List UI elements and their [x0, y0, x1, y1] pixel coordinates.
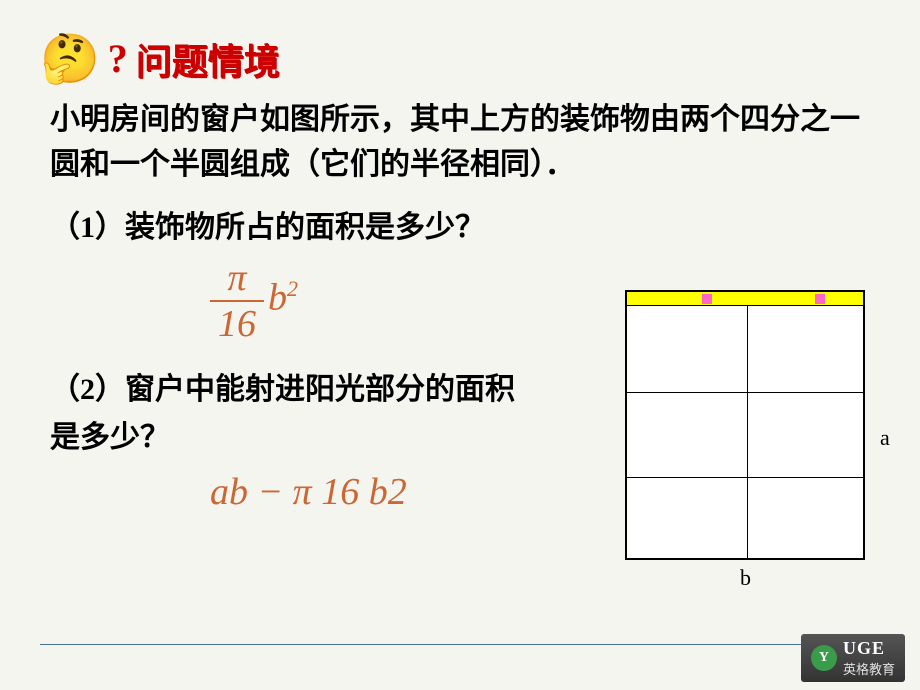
question-mark-icon: ?	[108, 35, 128, 82]
pink-marker-2	[815, 294, 825, 304]
title-section: 🤔 ? 问题情境	[40, 30, 880, 87]
window-box	[625, 290, 865, 560]
frac2-denominator: 16	[321, 471, 359, 513]
formula2-prefix: ab	[210, 471, 248, 513]
formula1-var: b	[268, 277, 287, 319]
formula2-exp: 2	[388, 471, 407, 513]
frac1-denominator: 16	[210, 302, 264, 346]
problem-description: 小明房间的窗户如图所示，其中上方的装饰物由两个四分之一圆和一个半圆组成（它们的半…	[40, 97, 880, 187]
label-a: a	[880, 425, 890, 451]
question-2: （2）窗户中能射进阳光部分的面积是多少？	[40, 366, 530, 462]
question-1: （1）装饰物所占的面积是多少？	[40, 202, 880, 246]
pink-marker-1	[702, 294, 712, 304]
logo-badge: Y UGE 英格教育	[801, 634, 905, 682]
grid-line-v1	[747, 306, 748, 558]
grid-line-h1	[627, 392, 863, 393]
frac1-numerator: π	[210, 256, 264, 302]
logo-icon: Y	[811, 645, 837, 671]
decoration-bar	[627, 292, 863, 306]
formula1-exp: 2	[287, 276, 298, 301]
formula2-op: −	[258, 471, 284, 513]
formula2-var: b	[369, 471, 388, 513]
grid-line-h2	[627, 477, 863, 478]
frac2-numerator: π	[293, 471, 312, 513]
slide-title: 问题情境	[136, 33, 280, 85]
slide-container: 🤔 ? 问题情境 小明房间的窗户如图所示，其中上方的装饰物由两个四分之一圆和一个…	[0, 0, 920, 690]
label-b: b	[740, 565, 751, 591]
logo-subtitle: 英格教育	[843, 662, 895, 677]
thinking-emoji: 🤔	[40, 30, 100, 87]
window-diagram: a b	[625, 290, 865, 560]
logo-text: UGE	[843, 638, 885, 658]
divider-line	[40, 644, 880, 645]
